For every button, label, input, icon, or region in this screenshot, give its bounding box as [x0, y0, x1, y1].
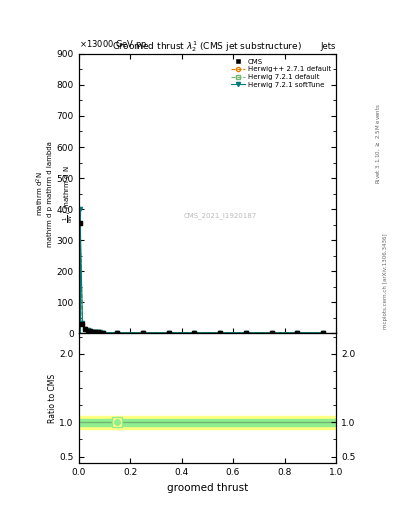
- Bar: [79, 419, 336, 426]
- Title: Groomed thrust $\lambda_{2}^{1}$ (CMS jet substructure): Groomed thrust $\lambda_{2}^{1}$ (CMS je…: [112, 39, 302, 54]
- Bar: [79, 416, 336, 429]
- Text: CMS_2021_I1920187: CMS_2021_I1920187: [184, 212, 257, 219]
- Text: $\times$13000 GeV pp: $\times$13000 GeV pp: [79, 38, 147, 51]
- X-axis label: groomed thrust: groomed thrust: [167, 483, 248, 493]
- Text: Jets: Jets: [321, 42, 336, 51]
- Y-axis label: mathrm d$^2$N
mathrm d p mathrm d lambda

$\frac{1}{\mathrm{d}N}$ / mathrm d N: mathrm d$^2$N mathrm d p mathrm d lambda…: [35, 141, 76, 247]
- Y-axis label: Ratio to CMS: Ratio to CMS: [48, 374, 57, 423]
- Text: Rivet 3.1.10, $\geq$ 2.5M events: Rivet 3.1.10, $\geq$ 2.5M events: [374, 103, 382, 184]
- Text: mcplots.cern.ch [arXiv:1306.3436]: mcplots.cern.ch [arXiv:1306.3436]: [384, 234, 388, 329]
- Legend: CMS, Herwig++ 2.7.1 default, Herwig 7.2.1 default, Herwig 7.2.1 softTune: CMS, Herwig++ 2.7.1 default, Herwig 7.2.…: [230, 57, 332, 89]
